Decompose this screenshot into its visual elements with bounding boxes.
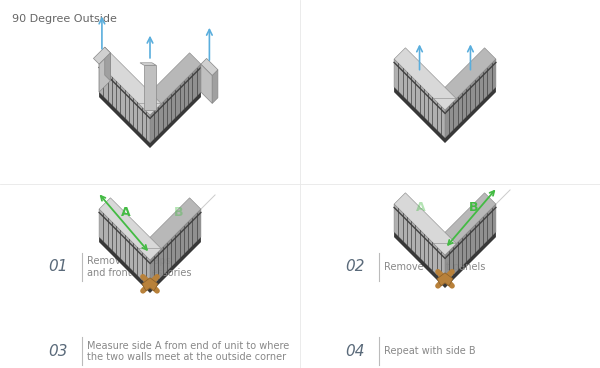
Polygon shape [94, 47, 110, 64]
Polygon shape [434, 99, 457, 110]
Polygon shape [434, 244, 457, 255]
Text: A: A [121, 206, 131, 219]
Polygon shape [99, 64, 150, 143]
Polygon shape [201, 59, 218, 75]
Polygon shape [99, 53, 161, 115]
Polygon shape [99, 53, 110, 92]
Polygon shape [394, 59, 445, 138]
Polygon shape [99, 209, 150, 288]
Polygon shape [394, 48, 457, 110]
Text: B: B [469, 201, 478, 214]
Polygon shape [445, 59, 496, 138]
Polygon shape [394, 87, 445, 143]
Polygon shape [140, 63, 156, 65]
Polygon shape [437, 273, 453, 286]
Polygon shape [394, 204, 445, 283]
Polygon shape [99, 92, 150, 148]
Text: 04: 04 [345, 344, 365, 359]
Polygon shape [212, 70, 218, 103]
Polygon shape [394, 232, 445, 288]
Polygon shape [434, 193, 496, 255]
Polygon shape [144, 65, 156, 110]
Polygon shape [142, 278, 158, 291]
Text: Remove endcaps
and front accessories: Remove endcaps and front accessories [87, 256, 191, 277]
Text: Remove front panels: Remove front panels [384, 262, 485, 272]
Polygon shape [445, 87, 496, 143]
Text: Repeat with side B: Repeat with side B [384, 346, 476, 357]
Text: 90 Degree Outside: 90 Degree Outside [12, 14, 117, 24]
Polygon shape [105, 47, 110, 81]
Polygon shape [434, 48, 496, 110]
Polygon shape [150, 64, 201, 143]
Polygon shape [150, 237, 201, 293]
Text: 01: 01 [48, 259, 67, 274]
Polygon shape [445, 204, 496, 283]
Polygon shape [99, 198, 161, 260]
Text: A: A [416, 201, 425, 214]
Polygon shape [139, 104, 161, 115]
Polygon shape [445, 232, 496, 288]
Polygon shape [99, 237, 150, 293]
Polygon shape [139, 249, 161, 260]
Polygon shape [150, 209, 201, 288]
Polygon shape [139, 53, 201, 115]
Polygon shape [201, 64, 212, 103]
Polygon shape [394, 193, 457, 255]
Text: B: B [173, 206, 183, 219]
Polygon shape [139, 198, 201, 260]
Text: 02: 02 [345, 259, 365, 274]
Text: 03: 03 [48, 344, 67, 359]
Text: Measure side A from end of unit to where
the two walls meet at the outside corne: Measure side A from end of unit to where… [87, 341, 289, 362]
Polygon shape [150, 92, 201, 148]
